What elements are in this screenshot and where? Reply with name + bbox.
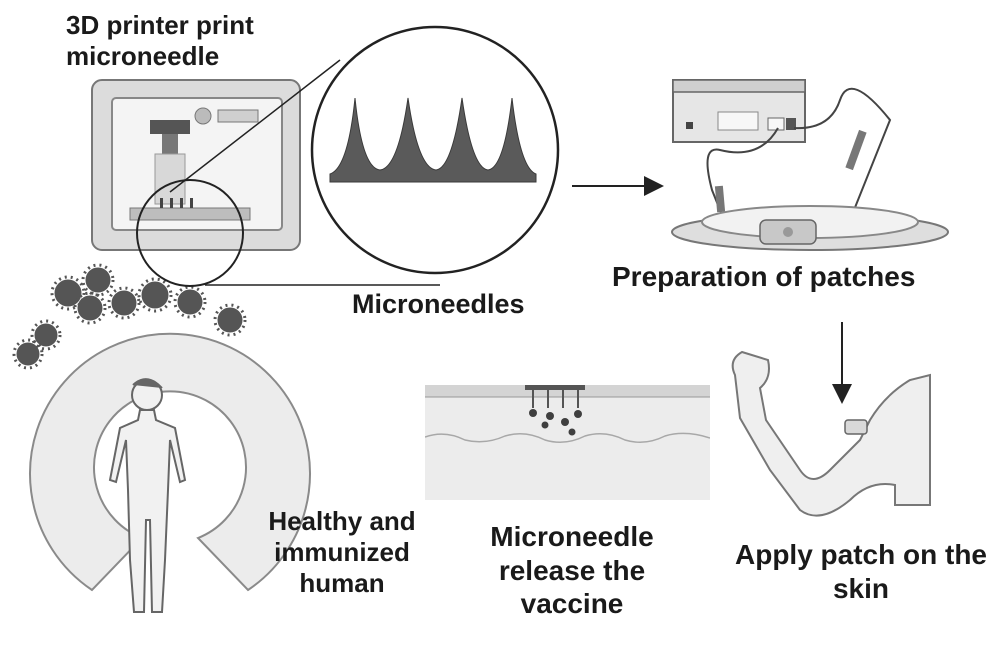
- arm-with-patch-icon: [731, 350, 931, 517]
- 3d-printer-icon: [91, 79, 301, 251]
- power-supply-icon: [672, 79, 892, 221]
- immune-shield-icon: [29, 332, 311, 592]
- human-figure-icon: [108, 378, 187, 613]
- label-printer: 3D printer print microneedle: [66, 10, 254, 72]
- skin-cross-section-icon: [425, 385, 710, 500]
- label-apply: Apply patch on the skin: [735, 539, 987, 604]
- magnifier-circle-icon: [310, 25, 560, 275]
- patch-dish-icon: [671, 205, 949, 251]
- zoom-connector: [136, 59, 440, 287]
- virus-icon: [12, 263, 247, 370]
- label-preparation: Preparation of patches: [612, 261, 916, 292]
- label-release: Microneedle release the vaccine: [490, 521, 654, 620]
- label-microneedles: Microneedles: [352, 289, 525, 319]
- label-healthy: Healthy and immunized human: [268, 506, 416, 599]
